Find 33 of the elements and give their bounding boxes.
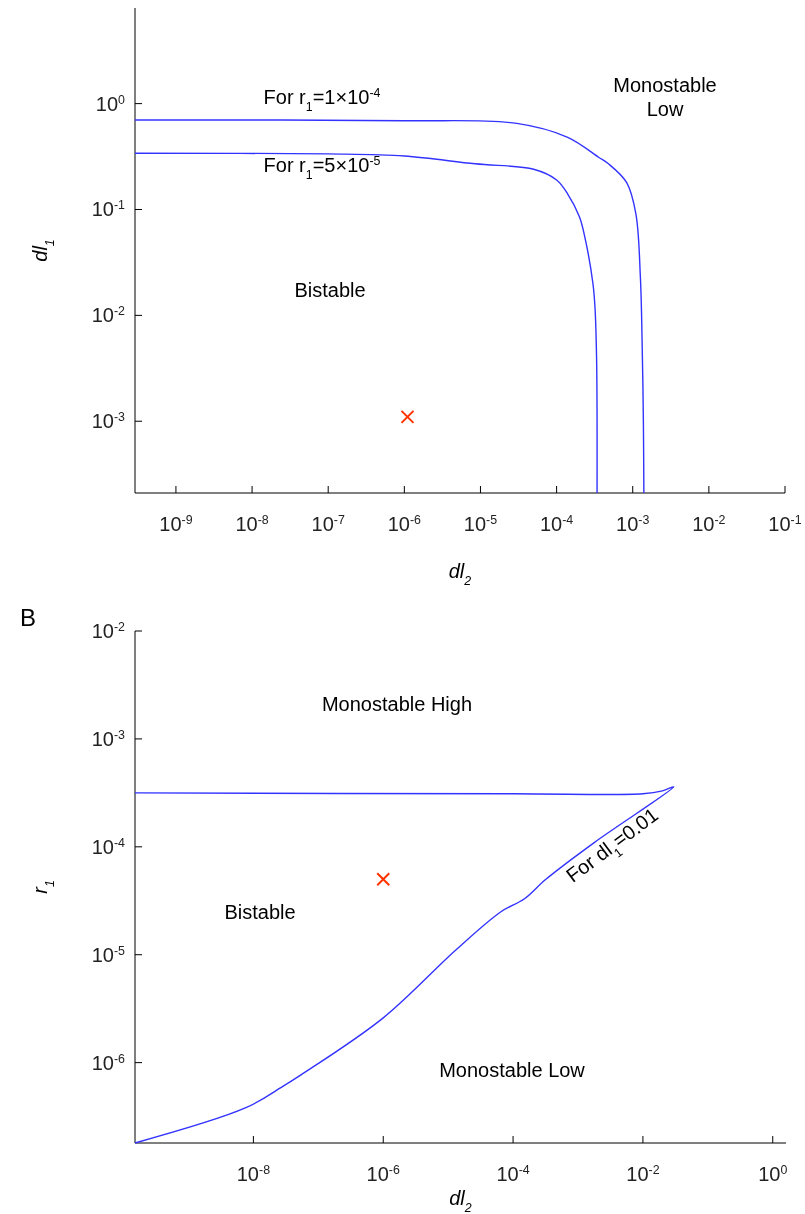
y-tick-label: 10$^{-6}$ — [91, 1051, 126, 1074]
y-tick-label: 10$^{-3}$ — [91, 410, 126, 433]
x-axis-title: dl$_{2}$ — [449, 1187, 472, 1214]
x-tick-label: 10$^{-7}$ — [311, 513, 345, 535]
x-tick-label: 10$^{-6}$ — [366, 1163, 400, 1185]
annotation: Monostable High — [321, 693, 473, 715]
x-tick-label: 10$^{-5}$ — [463, 513, 498, 535]
x-tick-label: 10$^{-1}$ — [768, 513, 802, 535]
y-tick-label: 10$^{0}$ — [95, 92, 126, 115]
annotation: Bistable — [294, 279, 366, 301]
x-tick-label: 10$^{-8}$ — [236, 1163, 271, 1185]
x-tick-label: 10$^{-2}$ — [626, 1163, 660, 1185]
x-tick-label: 10$^{0}$ — [758, 1163, 788, 1185]
x-tick-label: 10$^{-3}$ — [616, 513, 650, 535]
x-tick-label: 10$^{-4}$ — [539, 513, 574, 535]
annotation: For r$_{1}$=1×10$^{-4}$ — [263, 86, 381, 114]
y-tick-label: 10$^{-2}$ — [91, 304, 126, 327]
annotation: Monostable Low — [613, 74, 717, 120]
y-tick-label: 10$^{-5}$ — [91, 943, 126, 966]
x-tick-label: 10$^{-6}$ — [387, 513, 422, 535]
annotation: Bistable — [224, 901, 296, 923]
y-tick-label: 10$^{-4}$ — [91, 835, 126, 858]
x-tick-label: 10$^{-2}$ — [692, 513, 726, 535]
y-tick-label: 10$^{-2}$ — [91, 620, 126, 642]
x-tick-label: 10$^{-8}$ — [235, 513, 269, 535]
x-axis-title: dl$_{2}$ — [448, 560, 472, 588]
x-tick-label: 10$^{-9}$ — [159, 513, 193, 535]
y-tick-label: 10$^{-1}$ — [91, 198, 126, 221]
annotation: Monostable Low — [439, 1059, 586, 1081]
y-tick-label: 10$^{-3}$ — [91, 727, 126, 750]
chart-title: B — [20, 604, 37, 631]
annotation: For r$_{1}$=5×10$^{-5}$ — [263, 154, 381, 182]
x-tick-label: 10$^{-4}$ — [496, 1163, 530, 1185]
